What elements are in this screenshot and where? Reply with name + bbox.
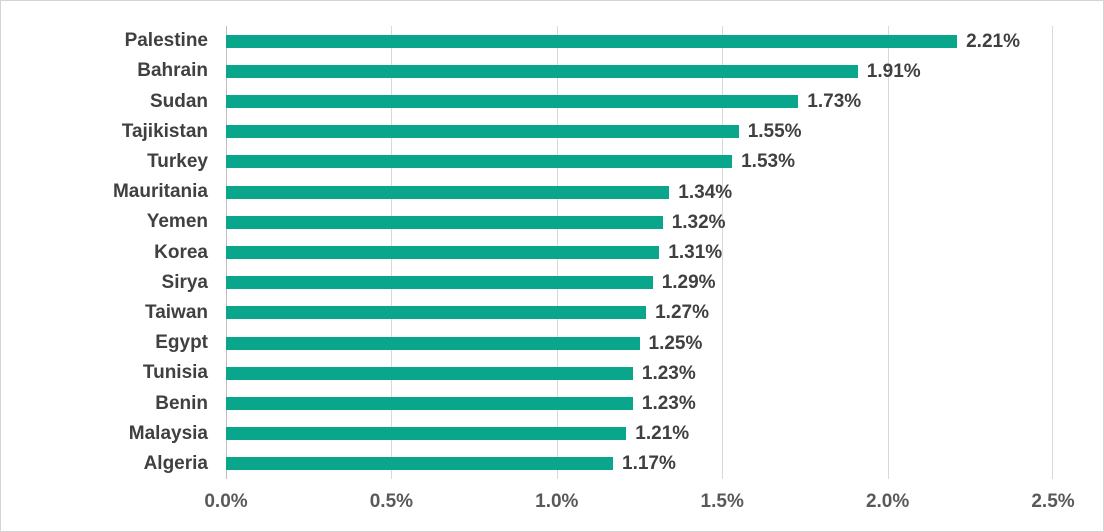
category-label: Turkey — [147, 150, 208, 172]
bar-row: 1.25% — [226, 328, 1053, 358]
bar — [226, 246, 660, 260]
bar-row: 1.91% — [226, 56, 1053, 86]
bar-value-label: 1.21% — [635, 423, 690, 445]
category-label: Sudan — [149, 90, 208, 112]
bar — [226, 457, 613, 471]
bar-row: 1.73% — [226, 86, 1053, 116]
x-axis-tick-label: 0.0% — [204, 491, 248, 512]
plot-area: 2.21% 1.91% 1.73% 1.55% 1.53% 1.34% 1.32% 1.31%… — [226, 26, 1053, 479]
x-axis-tick-label: 1.0% — [535, 491, 579, 512]
bar-row: 1.17% — [226, 449, 1053, 479]
bar-row: 2.21% — [226, 26, 1053, 56]
bar-value-label: 2.21% — [966, 30, 1020, 52]
category-label: Tunisia — [142, 362, 208, 384]
bar-value-label: 1.53% — [741, 151, 795, 173]
category-label: Mauritania — [112, 181, 208, 203]
x-axis-tick-label: 0.5% — [369, 491, 414, 512]
bar — [226, 125, 739, 139]
gridline — [1052, 26, 1053, 479]
category-label: Sirya — [161, 271, 208, 293]
bar — [226, 95, 799, 108]
category-label: Malaysia — [128, 422, 208, 444]
bar — [226, 336, 640, 350]
bar — [226, 155, 733, 169]
bar-row: 1.31% — [226, 237, 1053, 267]
bar — [226, 185, 670, 199]
bar-value-label: 1.23% — [641, 362, 696, 384]
x-axis-tick-label: 2.5% — [1031, 491, 1075, 512]
category-label: Egypt — [155, 332, 208, 354]
bar — [226, 366, 633, 380]
bar-rows: 2.21% 1.91% 1.73% 1.55% 1.53% 1.34% 1.32% 1.31%… — [226, 26, 1053, 479]
x-axis-tick-label: 1.5% — [700, 491, 744, 512]
bar-value-label: 1.29% — [661, 272, 716, 294]
category-axis-labels: Palestine Bahrain Sudan Tajikistan Turkey Mau… — [1, 26, 226, 479]
bar — [226, 64, 858, 78]
bar-row: 1.32% — [226, 207, 1053, 237]
category-label: Yemen — [146, 211, 208, 233]
bar-value-label: 1.34% — [678, 181, 733, 203]
bar-value-label: 1.17% — [622, 453, 676, 475]
bar-row: 1.53% — [226, 147, 1053, 177]
bar — [226, 215, 663, 229]
bar-value-label: 1.32% — [671, 211, 726, 233]
bar-value-label: 1.25% — [648, 332, 703, 354]
bar-row: 1.21% — [226, 419, 1053, 449]
category-label: Algeria — [143, 452, 208, 474]
bar-value-label: 1.23% — [641, 393, 696, 415]
bar-row: 1.55% — [226, 117, 1053, 147]
bar-value-label: 1.27% — [655, 302, 709, 324]
bar-value-label: 1.55% — [747, 121, 802, 143]
category-label: Taiwan — [145, 301, 208, 323]
bar-row: 1.27% — [226, 298, 1053, 328]
category-label: Bahrain — [137, 60, 208, 82]
category-label: Korea — [154, 241, 208, 263]
gridline — [888, 26, 889, 479]
x-axis-tick-label: 2.0% — [865, 491, 910, 512]
bar — [226, 427, 627, 441]
bar — [226, 397, 633, 411]
bar — [226, 34, 958, 48]
bar — [226, 276, 653, 290]
bar-value-label: 1.31% — [668, 242, 723, 264]
bar-row: 1.23% — [226, 388, 1053, 418]
bar — [226, 306, 647, 320]
category-label: Palestine — [124, 30, 208, 52]
bar-row: 1.34% — [226, 177, 1053, 207]
bar-row: 1.23% — [226, 358, 1053, 388]
bar-row: 1.29% — [226, 268, 1053, 298]
bar-value-label: 1.73% — [807, 91, 862, 112]
bar-value-label: 1.91% — [866, 60, 921, 82]
category-label: Tajikistan — [121, 120, 208, 142]
gridline — [722, 26, 723, 479]
category-label: Benin — [155, 392, 208, 414]
